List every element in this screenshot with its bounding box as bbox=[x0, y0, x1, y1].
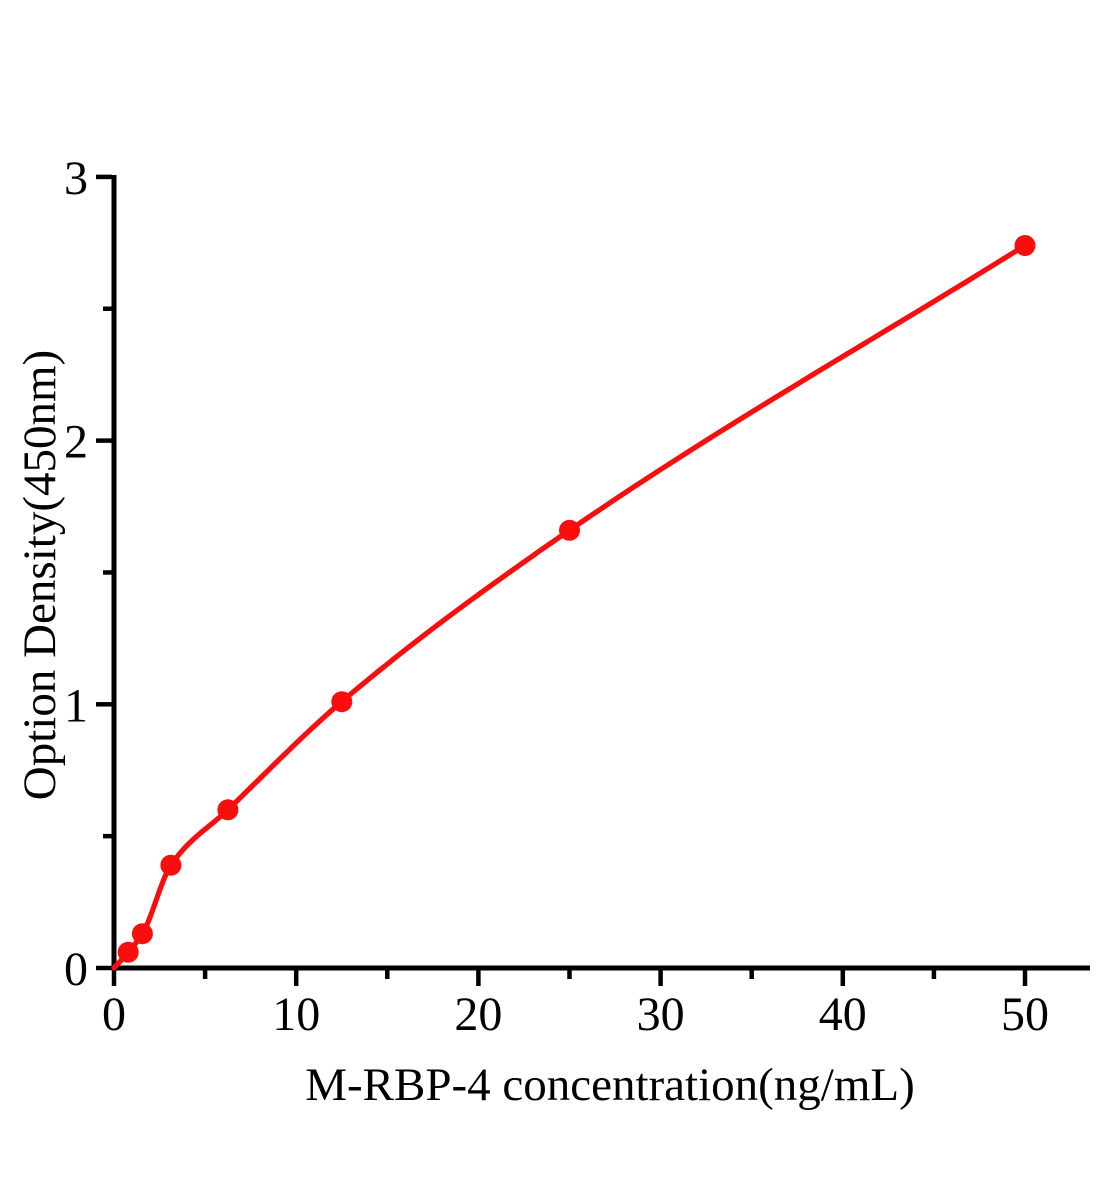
x-tick-label: 10 bbox=[272, 988, 320, 1041]
x-tick-label: 20 bbox=[454, 988, 502, 1041]
data-point bbox=[117, 941, 139, 963]
y-tick-label: 3 bbox=[64, 152, 88, 205]
y-tick-label: 1 bbox=[64, 679, 88, 732]
y-tick-label: 0 bbox=[64, 943, 88, 996]
x-tick-label: 40 bbox=[819, 988, 867, 1041]
x-tick-label: 30 bbox=[637, 988, 685, 1041]
x-tick-label: 50 bbox=[1001, 988, 1049, 1041]
data-point bbox=[559, 519, 580, 541]
data-point bbox=[217, 799, 239, 821]
fit-curve bbox=[111, 242, 1028, 971]
data-point bbox=[1014, 235, 1036, 256]
data-point bbox=[160, 854, 182, 876]
x-axis-title: M-RBP-4 concentration(ng/mL) bbox=[305, 1059, 915, 1111]
y-axis-title: Option Density(450nm) bbox=[14, 349, 66, 801]
data-point bbox=[131, 923, 153, 945]
y-tick-label: 2 bbox=[64, 416, 88, 469]
data-point bbox=[331, 691, 353, 713]
x-tick-label: 0 bbox=[102, 988, 126, 1041]
